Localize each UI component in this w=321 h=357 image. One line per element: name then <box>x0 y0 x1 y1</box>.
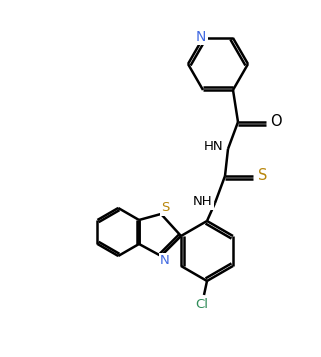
Text: HN: HN <box>204 141 224 154</box>
Text: O: O <box>270 115 282 130</box>
Text: N: N <box>160 255 170 267</box>
Text: Cl: Cl <box>195 298 209 311</box>
Text: N: N <box>196 30 206 44</box>
Text: S: S <box>161 201 169 215</box>
Text: S: S <box>258 169 268 183</box>
Text: NH: NH <box>193 196 213 208</box>
